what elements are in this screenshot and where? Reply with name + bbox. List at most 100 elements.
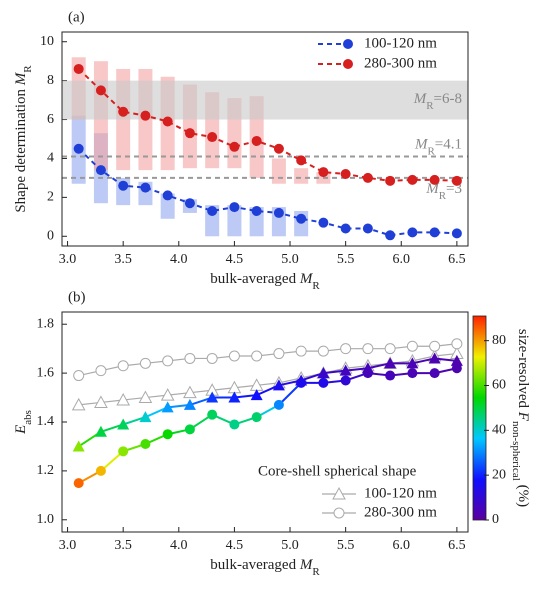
y-axis-label-part: abs	[22, 410, 34, 425]
x-tick-label: 5.5	[337, 538, 355, 553]
point	[406, 357, 419, 369]
y-tick-label: 10	[40, 34, 54, 49]
y-axis-label-part: Shape determination	[13, 85, 29, 212]
x-axis-label: bulk-averaged MR	[210, 557, 320, 577]
point	[318, 167, 329, 178]
reference-point	[116, 392, 131, 406]
series-segment	[345, 367, 368, 372]
point	[95, 85, 106, 96]
point	[451, 363, 462, 374]
point	[407, 174, 418, 185]
point	[183, 398, 196, 410]
series-segment	[234, 394, 257, 399]
x-tick-label: 4.0	[170, 252, 188, 267]
point	[162, 429, 173, 440]
y-tick-label: 1.2	[37, 463, 55, 478]
point	[385, 370, 396, 381]
point	[162, 190, 173, 201]
point	[273, 207, 284, 218]
legend-label: 100-120 nm	[364, 35, 437, 51]
point	[339, 364, 352, 376]
reference-point	[406, 340, 418, 352]
point	[206, 391, 219, 403]
reference-point	[94, 395, 108, 408]
point	[207, 132, 218, 143]
annotation-part: R	[427, 145, 435, 157]
point	[140, 439, 151, 449]
x-axis-label-part: R	[312, 566, 320, 578]
reference-point	[317, 345, 329, 357]
point	[296, 155, 307, 166]
reference-band	[62, 80, 468, 120]
reference-point	[117, 360, 129, 372]
point	[139, 411, 152, 423]
range-bar	[294, 168, 309, 184]
range-bar	[160, 193, 175, 219]
point	[384, 357, 397, 369]
reference-point	[95, 365, 107, 377]
panel-label: (a)	[68, 9, 85, 25]
x-axis-label-part: bulk-averaged	[210, 271, 300, 287]
point	[385, 230, 396, 241]
reference-line	[78, 343, 457, 377]
point	[251, 135, 262, 146]
y-tick-label: 1.4	[37, 414, 55, 429]
colorbar-tick-label: 60	[492, 378, 506, 393]
point	[140, 110, 151, 121]
point	[407, 368, 418, 379]
point	[273, 143, 284, 154]
reference-point	[362, 343, 374, 355]
x-tick-label: 5.0	[281, 538, 299, 553]
reference-point	[295, 345, 307, 357]
reference-point	[184, 352, 196, 364]
y-tick-label: 2	[47, 190, 54, 205]
point	[73, 63, 84, 74]
x-tick-label: 6.0	[393, 538, 411, 553]
series-segment	[278, 382, 302, 406]
point	[95, 165, 106, 176]
colorbar-tick-label: 0	[492, 512, 499, 527]
x-tick-label: 3.5	[114, 252, 132, 267]
point	[72, 440, 85, 452]
plot-frame	[61, 311, 469, 533]
reference-point	[451, 338, 463, 350]
point	[73, 143, 84, 154]
range-bar	[227, 205, 242, 237]
y-tick-label: 1.8	[37, 316, 55, 331]
point	[184, 198, 195, 209]
series-segment	[323, 369, 346, 375]
annotation: MR=6-8	[413, 92, 462, 112]
colorbar-label-part: size-resolved	[515, 329, 531, 412]
x-tick-label: 3.5	[114, 538, 132, 553]
point	[407, 227, 418, 238]
point	[385, 175, 396, 186]
point	[318, 217, 329, 228]
legend-title: Core-shell spherical shape	[258, 463, 417, 479]
y-axis-label: Shape determination MR	[13, 65, 33, 213]
legend-label: 280-300 nm	[364, 504, 437, 520]
point	[428, 352, 441, 364]
point	[229, 141, 240, 152]
annotation-part: =6-8	[434, 92, 462, 108]
point	[317, 367, 330, 379]
point	[318, 377, 329, 388]
x-tick-label: 4.0	[170, 538, 188, 553]
legend-marker	[343, 39, 353, 49]
point	[296, 377, 307, 388]
series-line	[77, 148, 457, 237]
reference-point	[273, 348, 285, 360]
point	[251, 412, 262, 423]
reference-point	[138, 390, 153, 404]
x-tick-label: 4.5	[226, 538, 244, 553]
reference-point	[71, 397, 86, 411]
point	[429, 368, 440, 379]
colorbar-label: size-resolved Fnon-spherical (%)	[510, 329, 530, 507]
point	[340, 223, 351, 234]
point	[117, 418, 130, 430]
series-segment	[167, 403, 191, 409]
point	[184, 424, 195, 435]
y-tick-label: 0	[47, 228, 54, 243]
point	[73, 478, 84, 489]
y-tick-label: 8	[47, 73, 54, 88]
